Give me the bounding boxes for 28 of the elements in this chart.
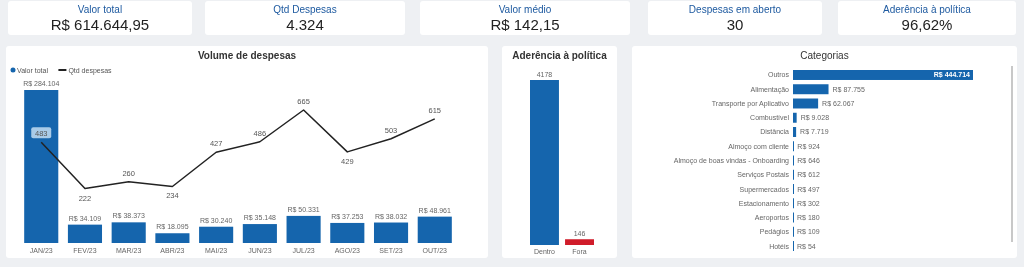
bar — [330, 222, 365, 243]
bar — [793, 98, 819, 109]
bar — [155, 233, 190, 243]
bar — [242, 224, 277, 243]
text: 30 — [726, 16, 744, 33]
bar — [24, 90, 59, 243]
text: 96,62% — [901, 16, 953, 33]
chart-title: Categorias — [800, 50, 849, 61]
bar — [286, 215, 321, 243]
bar — [793, 112, 797, 123]
bar — [199, 226, 234, 243]
text: Valor total — [77, 4, 123, 15]
chart-title: Volume de despesas — [197, 50, 297, 61]
text: Valor médio — [498, 4, 552, 15]
bar — [111, 222, 146, 243]
text: Qtd Despesas — [273, 4, 337, 15]
chart-title: Aderência à política — [512, 50, 608, 61]
bar — [793, 127, 797, 137]
bar — [67, 224, 103, 243]
text: Aderência à política — [883, 4, 972, 15]
bar — [793, 70, 973, 80]
text: Despesas em aberto — [688, 4, 782, 15]
bar — [793, 84, 829, 95]
text: R$ 142,15 — [490, 16, 560, 33]
bar — [417, 216, 452, 243]
bar — [373, 222, 409, 243]
text: R$ 614.644,95 — [50, 16, 150, 33]
text: 4.324 — [286, 16, 324, 33]
